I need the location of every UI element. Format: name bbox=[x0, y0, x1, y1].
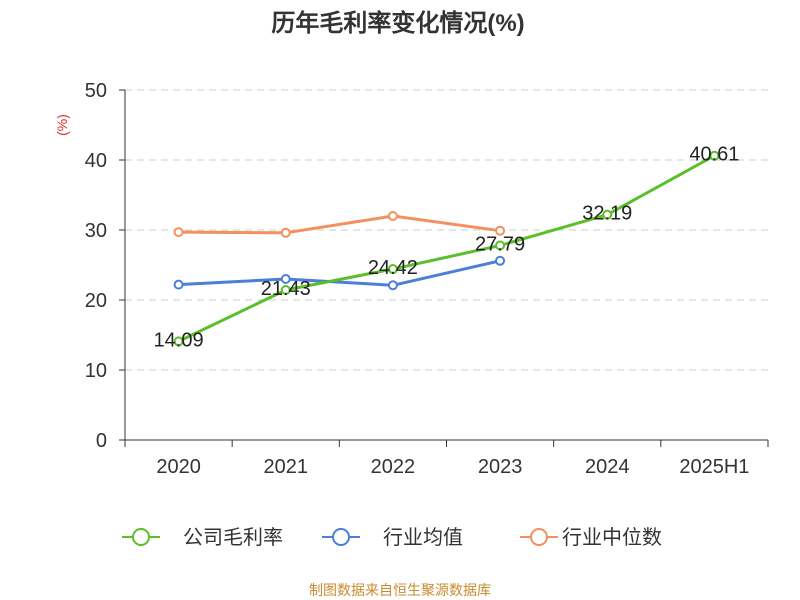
y-axis-label: (%) bbox=[54, 114, 70, 136]
data-point bbox=[495, 225, 506, 236]
data-point bbox=[495, 240, 506, 251]
legend-item-company-margin: 公司毛利率 bbox=[122, 526, 283, 549]
series-line bbox=[178, 259, 501, 287]
x-tick-label: 2021 bbox=[264, 456, 309, 478]
data-label: 32.19 bbox=[582, 203, 632, 225]
legend-label: 公司毛利率 bbox=[183, 526, 283, 549]
x-tick-label: 2024 bbox=[585, 456, 630, 478]
x-tick-label: 2022 bbox=[371, 456, 416, 478]
y-tick-label: 30 bbox=[85, 220, 107, 242]
y-tick-label: 10 bbox=[85, 360, 107, 382]
data-point bbox=[387, 264, 398, 275]
data-point bbox=[280, 284, 291, 295]
series-2 bbox=[173, 211, 506, 238]
series-1 bbox=[173, 255, 506, 291]
data-point bbox=[387, 280, 398, 291]
series-0 bbox=[173, 150, 720, 347]
data-label: 40.61 bbox=[689, 144, 739, 166]
series-line bbox=[177, 154, 716, 343]
source-note: 制图数据来自恒生聚源数据库 bbox=[309, 582, 491, 598]
chart-title: 历年毛利率变化情况(%) bbox=[271, 9, 524, 37]
data-labels: 14.09 21.43 24.42 27.79 32.19 40.61 bbox=[154, 144, 740, 352]
data-point bbox=[173, 336, 184, 347]
data-label: 24.42 bbox=[368, 257, 418, 279]
series-layer bbox=[173, 150, 720, 347]
data-point bbox=[602, 209, 613, 220]
x-tick-label: 2020 bbox=[156, 456, 201, 478]
data-point bbox=[709, 150, 720, 161]
legend-label: 行业均值 bbox=[383, 526, 463, 549]
axes: 0 10 20 30 40 50 2020 2021 2022 2023 2024 2025H1 bbox=[85, 80, 769, 478]
data-point bbox=[387, 211, 398, 221]
y-tick-label: 50 bbox=[85, 80, 107, 102]
data-point bbox=[173, 227, 184, 238]
series-line bbox=[178, 214, 501, 235]
data-point bbox=[173, 279, 184, 290]
legend: 公司毛利率 行业均值 行业中位数 bbox=[122, 526, 662, 549]
x-tick-label: 2023 bbox=[478, 456, 523, 478]
legend-marker-icon bbox=[332, 528, 350, 546]
legend-item-industry-mean: 行业均值 bbox=[322, 526, 463, 549]
gridlines bbox=[125, 89, 768, 371]
legend-item-industry-median: 行业中位数 bbox=[520, 526, 662, 549]
data-label: 21.43 bbox=[261, 278, 311, 300]
data-point bbox=[280, 274, 291, 284]
data-point bbox=[280, 227, 291, 238]
y-tick-label: 20 bbox=[85, 290, 107, 312]
data-label: 27.79 bbox=[475, 233, 525, 255]
data-point bbox=[495, 255, 506, 266]
y-tick-label: 40 bbox=[85, 150, 107, 172]
legend-marker-icon bbox=[132, 528, 150, 546]
legend-label: 行业中位数 bbox=[562, 526, 662, 549]
y-tick-label: 0 bbox=[96, 430, 107, 452]
legend-marker-icon bbox=[530, 528, 548, 546]
data-label: 14.09 bbox=[154, 329, 204, 351]
x-tick-label: 2025H1 bbox=[679, 456, 749, 478]
